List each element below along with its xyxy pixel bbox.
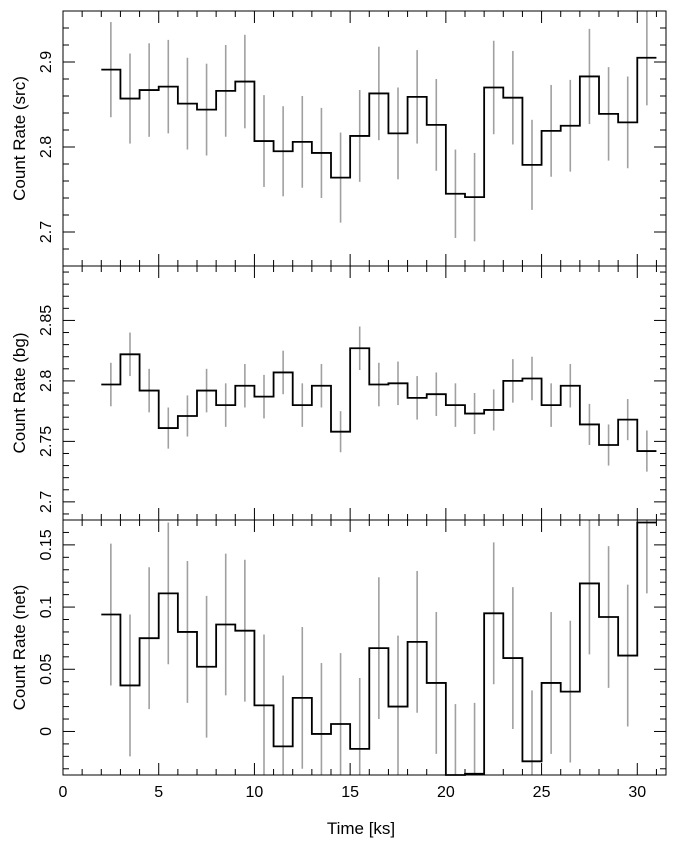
- x-tick-label: 30: [628, 784, 646, 801]
- y-tick-label: 2.8: [38, 370, 55, 392]
- y-tick-label: 2.9: [38, 51, 55, 73]
- panel-3: 0 0.05 0.1 0.15 Count Rate (net): [10, 519, 667, 776]
- panel-1: 2.7 2.8 2.9 Count Rate (src): [10, 10, 667, 267]
- step-line: [101, 521, 657, 776]
- y-tick-label: 2.8: [38, 136, 55, 158]
- x-tick-label: 20: [437, 784, 455, 801]
- y-tick-label: 0.15: [38, 529, 55, 560]
- x-tick-label: 5: [154, 784, 163, 801]
- step-line: [101, 347, 657, 452]
- panel-frame: [62, 265, 667, 521]
- x-axis-title: Time [ks]: [327, 819, 395, 838]
- y-axis-title: Count Rate (bg): [10, 333, 29, 454]
- y-axis-title: Count Rate (src): [10, 76, 29, 201]
- step-line: [101, 56, 657, 199]
- y-axis-title: Count Rate (net): [10, 585, 29, 711]
- y-tick-label: 2.7: [38, 491, 55, 513]
- panel-frame: [62, 519, 667, 776]
- x-tick-label: 0: [59, 784, 68, 801]
- x-tick-label: 25: [533, 784, 551, 801]
- y-tick-label: 0.05: [38, 654, 55, 685]
- y-tick-label: 2.85: [38, 305, 55, 336]
- y-tick-label: 2.7: [38, 221, 55, 243]
- y-tick-label: 0: [38, 727, 55, 736]
- x-tick-label: 15: [341, 784, 359, 801]
- panel-2: 2.7 2.75 2.8 2.85 Count Rate (bg): [10, 265, 667, 521]
- x-tick-label: 10: [246, 784, 264, 801]
- panel-frame: [62, 10, 667, 267]
- y-tick-label: 2.75: [38, 426, 55, 457]
- y-tick-label: 0.1: [38, 596, 55, 618]
